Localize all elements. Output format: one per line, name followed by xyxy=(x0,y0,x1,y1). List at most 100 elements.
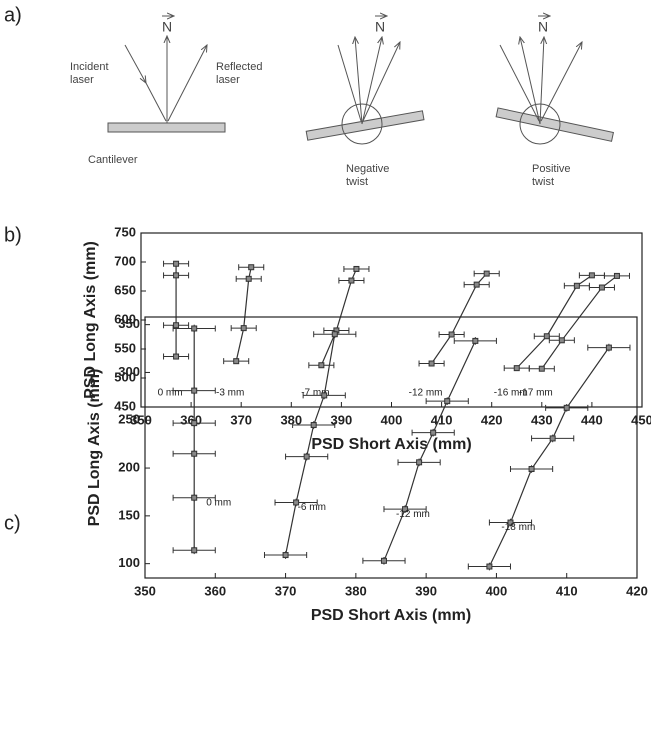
diagram-label: Incident xyxy=(70,61,109,73)
x-tick-label: 400 xyxy=(486,583,508,598)
incident-beam xyxy=(499,44,540,122)
point xyxy=(348,277,355,284)
point xyxy=(282,552,289,559)
point xyxy=(402,506,409,513)
diagram-label: Positive xyxy=(532,163,571,175)
x-tick-label: 390 xyxy=(331,412,353,427)
y-tick-label: 150 xyxy=(118,507,140,522)
x-tick-label: 420 xyxy=(481,412,503,427)
point xyxy=(448,331,455,338)
diagram xyxy=(107,16,615,145)
point xyxy=(528,466,535,473)
point xyxy=(472,337,479,344)
x-tick-label: 380 xyxy=(280,412,302,427)
panel-label: a) xyxy=(4,4,22,26)
plot-frame xyxy=(144,316,638,579)
y-tick-label: 200 xyxy=(118,459,140,474)
point xyxy=(444,398,451,405)
point xyxy=(191,547,198,554)
point xyxy=(293,499,300,506)
point xyxy=(613,272,620,279)
y-tick-label: 250 xyxy=(118,412,140,427)
series-label: -18 mm xyxy=(501,522,535,533)
fit-line xyxy=(488,347,610,567)
x-tick-label: 410 xyxy=(431,412,453,427)
diagram-label: twist xyxy=(532,176,554,188)
cantilever xyxy=(305,110,425,141)
point xyxy=(598,284,605,291)
fit-line xyxy=(431,273,488,364)
point xyxy=(549,435,556,442)
normal-label: N xyxy=(375,19,385,35)
point xyxy=(428,360,435,367)
series-label: 0 mm xyxy=(158,388,183,399)
point xyxy=(191,494,198,501)
point xyxy=(558,337,565,344)
normal-label: N xyxy=(162,19,172,35)
point xyxy=(318,362,325,369)
x-axis-label: PSD Short Axis (mm) xyxy=(311,436,471,453)
point xyxy=(191,325,198,332)
x-tick-label: 360 xyxy=(180,412,202,427)
series-label: -7 mm xyxy=(301,388,329,399)
tilted-normal xyxy=(520,37,541,125)
y-tick-label: 600 xyxy=(114,311,136,326)
panel-label: b) xyxy=(4,224,22,246)
diagram-label: Negative xyxy=(346,163,389,175)
x-tick-label: 430 xyxy=(531,412,553,427)
reflected-beam xyxy=(167,45,207,122)
point xyxy=(303,453,310,460)
point xyxy=(191,420,198,427)
point xyxy=(513,365,520,372)
y-tick-label: 500 xyxy=(114,369,136,384)
point xyxy=(507,519,514,526)
diagram-label: Cantilever xyxy=(88,154,138,166)
series-label: -12 mm xyxy=(396,509,430,520)
series-label: 0 mm xyxy=(206,497,231,508)
diagram-label: Reflected xyxy=(216,61,262,73)
fit-line xyxy=(383,340,476,562)
point xyxy=(353,265,360,272)
x-tick-label: 360 xyxy=(204,583,226,598)
x-tick-label: 350 xyxy=(130,412,152,427)
fit-line xyxy=(541,275,618,370)
point xyxy=(233,358,240,365)
point xyxy=(430,429,437,436)
point xyxy=(173,322,180,329)
y-tick-label: 650 xyxy=(114,282,136,297)
point xyxy=(173,260,180,267)
point xyxy=(173,272,180,279)
twist-circle xyxy=(519,103,561,145)
x-tick-label: 380 xyxy=(345,583,367,598)
incident-beam xyxy=(124,44,146,83)
point xyxy=(588,272,595,279)
normal-label: N xyxy=(538,19,548,35)
normal-arrow xyxy=(539,37,544,125)
x-tick-label: 370 xyxy=(275,583,297,598)
y-tick-label: 350 xyxy=(118,316,140,331)
diagram-label: twist xyxy=(346,176,368,188)
normal-arrow xyxy=(355,37,363,125)
plot-frame xyxy=(140,232,643,408)
point xyxy=(321,392,328,399)
point xyxy=(380,557,387,564)
x-tick-label: 400 xyxy=(381,412,403,427)
y-tick-label: 300 xyxy=(118,364,140,379)
y-tick-label: 750 xyxy=(114,224,136,239)
point xyxy=(483,270,490,277)
series-label: -17 mm xyxy=(519,388,553,399)
point xyxy=(245,275,252,282)
reflected-beam xyxy=(540,42,582,122)
point xyxy=(191,387,198,394)
point xyxy=(605,344,612,351)
series-label: -16 mm xyxy=(494,388,528,399)
y-axis-label: PSD Long Axis (mm) xyxy=(86,369,103,527)
point xyxy=(240,325,247,332)
diagram-label: laser xyxy=(216,74,240,86)
point xyxy=(538,365,545,372)
y-tick-label: 450 xyxy=(114,398,136,413)
point xyxy=(173,353,180,360)
x-tick-label: 420 xyxy=(626,583,648,598)
x-tick-label: 410 xyxy=(556,583,578,598)
